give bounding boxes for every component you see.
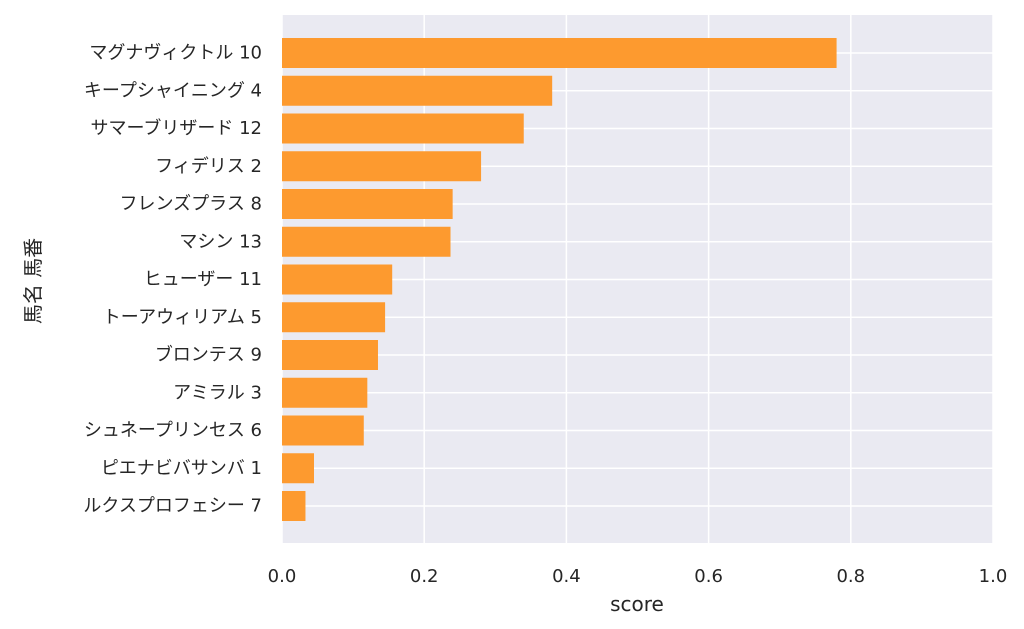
- bar: [282, 491, 306, 521]
- y-tick-label: ルクスプロフェシー 7: [83, 496, 262, 517]
- x-tick-labels: 0.0 0.2 0.4 0.6 0.8 1.0: [268, 566, 1008, 587]
- bar: [282, 377, 368, 408]
- y-tick-label: サマーブリザード 12: [90, 117, 262, 139]
- y-tick-labels: マグナヴィクトル 10 キープシャイニング 4 サマーブリザード 12 フィデリス 2…: [83, 43, 262, 517]
- bar: [282, 302, 386, 333]
- x-tick-label: 0.8: [836, 566, 865, 587]
- y-tick-label: ピエナビバサンバ 1: [101, 458, 262, 479]
- y-tick-label: トーアウィリアム 5: [103, 307, 262, 328]
- bar: [282, 38, 837, 68]
- y-tick-label: フィデリス 2: [155, 156, 262, 177]
- y-tick-label: アミラル 3: [173, 382, 262, 403]
- y-axis-label: 馬名 馬番: [21, 238, 45, 324]
- bar: [282, 113, 524, 144]
- x-tick-label: 0.4: [552, 566, 581, 587]
- x-tick-label: 0.6: [694, 566, 723, 587]
- bar: [282, 226, 451, 257]
- y-tick-label: ヒューザー 11: [144, 269, 262, 290]
- bar: [282, 151, 482, 182]
- bars: [282, 38, 837, 521]
- y-tick-label: マシン 13: [179, 231, 262, 252]
- x-tick-label: 0.2: [410, 566, 439, 587]
- x-tick-label: 0.0: [268, 566, 297, 587]
- bar: [282, 264, 393, 295]
- bar: [282, 340, 378, 370]
- y-tick-label: シュネープリンセス 6: [84, 420, 262, 441]
- bar: [282, 75, 553, 106]
- y-tick-label: マグナヴィクトル 10: [89, 43, 262, 64]
- bar: [282, 415, 364, 446]
- bar: [282, 453, 314, 484]
- bar: [282, 189, 453, 219]
- y-tick-label: ブロンテス 9: [155, 344, 262, 366]
- x-tick-label: 1.0: [979, 566, 1008, 587]
- x-axis-label: score: [610, 592, 664, 616]
- y-tick-label: キープシャイニング 4: [84, 80, 262, 101]
- y-tick-label: フレンズプラス 8: [120, 194, 262, 215]
